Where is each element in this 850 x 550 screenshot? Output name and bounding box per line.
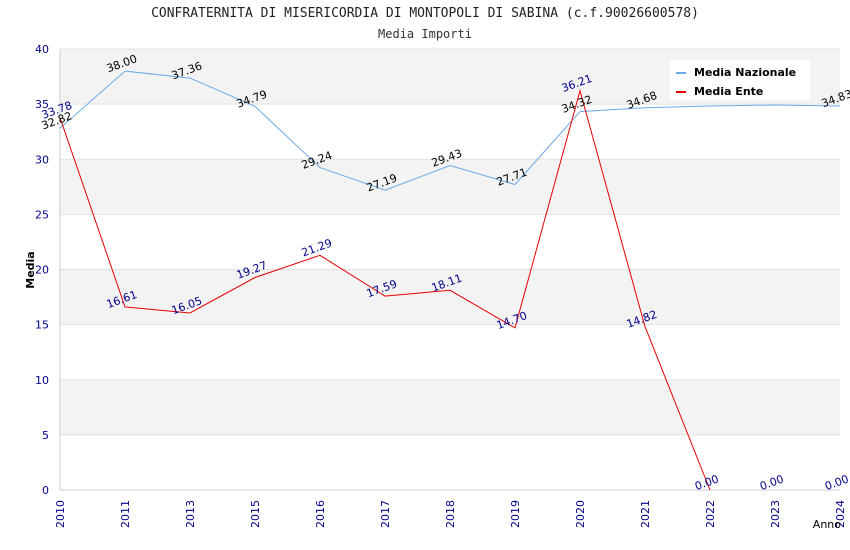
- x-axis-title: Anno: [813, 518, 841, 531]
- y-tick-label: 35: [35, 98, 49, 111]
- y-axis-title: Media: [24, 251, 37, 288]
- x-tick-label: 2013: [184, 500, 197, 528]
- x-tick-label: 2024: [834, 500, 847, 528]
- grid-band: [60, 269, 840, 325]
- legend-label: Media Nazionale: [694, 66, 796, 79]
- legend-label: Media Ente: [694, 85, 763, 98]
- x-tick-label: 2021: [639, 500, 652, 528]
- y-tick-label: 10: [35, 374, 49, 387]
- x-tick-label: 2010: [54, 500, 67, 528]
- y-tick-label: 40: [35, 43, 49, 56]
- series-line-media-ente: [59, 88, 711, 491]
- x-tick-label: 2019: [509, 500, 522, 528]
- grid-band: [60, 159, 840, 215]
- chart-title: CONFRATERNITA DI MISERICORDIA DI MONTOPO…: [151, 6, 699, 21]
- x-tick-label: 2022: [704, 500, 717, 528]
- grid-band: [60, 379, 840, 435]
- x-tick-label: 2020: [574, 500, 587, 528]
- series-line-media-nazionale: [59, 70, 841, 191]
- x-tick-label: 2017: [379, 500, 392, 528]
- x-tick-label: 2011: [119, 500, 132, 528]
- y-tick-label: 25: [35, 208, 49, 221]
- y-tick-label: 20: [35, 264, 49, 277]
- legend-box: [670, 60, 810, 100]
- x-tick-label: 2023: [769, 500, 782, 528]
- y-tick-label: 30: [35, 153, 49, 166]
- x-tick-label: 2018: [444, 500, 457, 528]
- x-tick-label: 2015: [249, 500, 262, 528]
- x-tick-label: 2016: [314, 500, 327, 528]
- chart-subtitle: Media Importi: [378, 27, 472, 41]
- y-tick-label: 0: [42, 484, 49, 497]
- y-tick-label: 15: [35, 319, 49, 332]
- y-tick-label: 5: [42, 429, 49, 442]
